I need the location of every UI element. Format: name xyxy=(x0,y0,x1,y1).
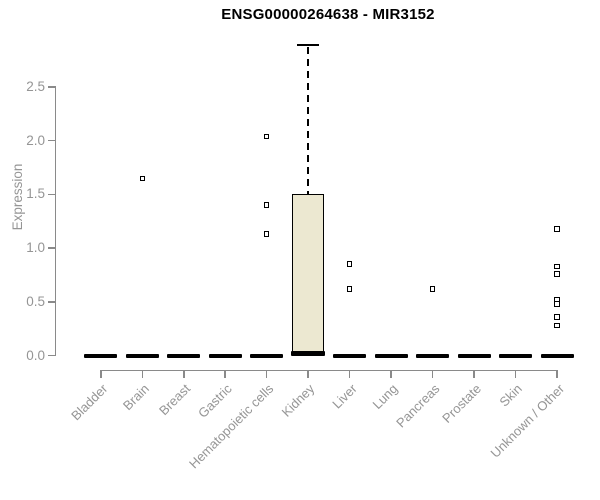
y-tick-label: 0.0 xyxy=(26,347,45,363)
flat-box-bar xyxy=(125,353,159,359)
x-tick-label: Pancreas xyxy=(392,381,443,431)
flat-box-bar xyxy=(333,353,367,359)
outlier-point xyxy=(346,286,353,292)
x-axis-tick xyxy=(307,369,309,378)
outlier-point xyxy=(346,261,353,267)
x-tick-label: Lung xyxy=(369,381,401,413)
flat-box-bar xyxy=(499,353,533,359)
flat-box-bar xyxy=(457,353,491,359)
x-axis-tick xyxy=(514,369,517,378)
x-axis-tick xyxy=(183,369,185,378)
x-axis-tick xyxy=(348,369,351,378)
outlier-point xyxy=(554,322,560,329)
x-tick-label: Unknown / Other xyxy=(487,381,567,461)
outlier-point xyxy=(263,133,270,140)
outlier-point xyxy=(263,202,270,208)
x-axis-line xyxy=(100,369,558,371)
whisker-cap xyxy=(297,43,320,47)
y-tick-label: 1.5 xyxy=(26,186,45,202)
x-axis-tick xyxy=(556,369,558,378)
x-tick-label: Prostate xyxy=(438,381,484,426)
y-axis-tick xyxy=(47,193,55,196)
y-axis-tick xyxy=(47,86,55,88)
outlier-point xyxy=(139,175,146,182)
flat-box-bar xyxy=(416,353,450,359)
x-tick-label: Gastric xyxy=(195,381,235,421)
x-axis-tick xyxy=(431,369,434,378)
y-axis-tick xyxy=(47,354,55,357)
y-axis-line xyxy=(54,86,56,357)
whisker-line xyxy=(307,47,310,195)
y-tick-label: 1.0 xyxy=(26,240,45,256)
outlier-point xyxy=(554,271,560,277)
flat-box-bar xyxy=(374,353,408,359)
outlier-point xyxy=(263,231,270,237)
x-tick-label: Kidney xyxy=(279,381,318,420)
flat-box-bar xyxy=(167,353,201,359)
y-tick-label: 2.5 xyxy=(26,79,45,94)
flat-box-bar xyxy=(208,353,242,359)
x-tick-label: Brain xyxy=(119,381,152,414)
outlier-point xyxy=(554,314,560,320)
y-tick-label: 2.0 xyxy=(26,132,45,148)
y-tick-label: 0.5 xyxy=(26,293,45,309)
x-tick-label: Breast xyxy=(156,381,194,419)
x-tick-label: Skin xyxy=(496,381,526,410)
x-tick-label: Bladder xyxy=(68,381,111,424)
outlier-point xyxy=(554,263,560,270)
x-tick-label: Liver xyxy=(328,381,360,412)
outlier-point xyxy=(554,301,560,307)
x-axis-tick xyxy=(473,369,475,378)
outlier-point xyxy=(429,286,436,292)
x-axis-tick xyxy=(224,369,226,378)
y-axis-tick xyxy=(47,247,55,249)
flat-box-bar xyxy=(540,353,574,359)
flat-box-bar xyxy=(250,353,284,359)
y-axis-tick xyxy=(47,301,55,303)
outlier-point xyxy=(554,226,560,232)
x-axis-tick xyxy=(390,369,392,378)
y-axis-tick xyxy=(47,139,55,142)
chart-title: ENSG00000264638 - MIR3152 xyxy=(221,6,435,23)
flat-box-bar xyxy=(84,353,118,359)
x-axis-tick xyxy=(265,369,268,378)
median-line xyxy=(291,351,325,356)
x-axis-tick xyxy=(141,369,144,378)
box-rect xyxy=(292,194,325,354)
x-axis-tick xyxy=(100,369,102,378)
